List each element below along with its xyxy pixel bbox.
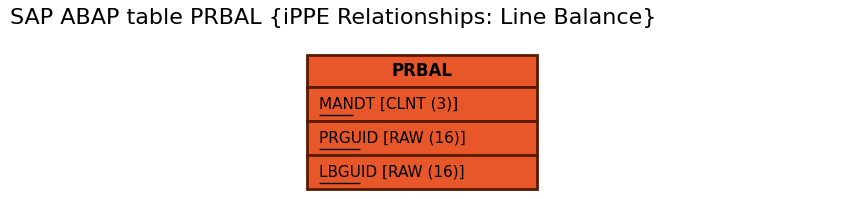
Bar <box>306 55 537 87</box>
Text: PRBAL: PRBAL <box>391 62 452 80</box>
Text: PRGUID [RAW (16)]: PRGUID [RAW (16)] <box>319 131 465 145</box>
Text: MANDT [CLNT (3)]: MANDT [CLNT (3)] <box>319 97 457 111</box>
Bar <box>306 87 537 121</box>
Text: LBGUID [RAW (16)]: LBGUID [RAW (16)] <box>319 165 464 179</box>
Text: SAP ABAP table PRBAL {iPPE Relationships: Line Balance}: SAP ABAP table PRBAL {iPPE Relationships… <box>10 8 656 28</box>
Bar <box>306 121 537 155</box>
Bar <box>306 155 537 189</box>
